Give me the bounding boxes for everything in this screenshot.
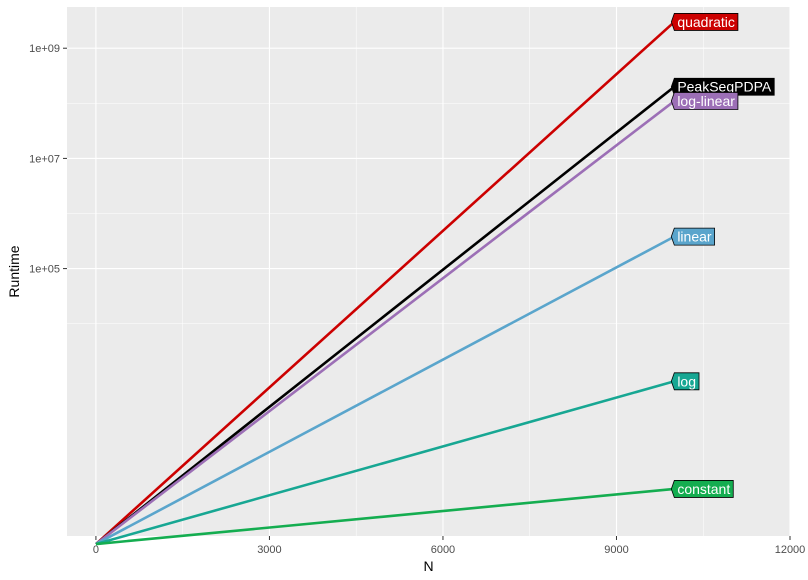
y-tick-label: 1e+05 bbox=[29, 264, 60, 276]
series-line-log-linear bbox=[95, 99, 676, 546]
x-axis-title: N bbox=[423, 558, 433, 574]
series-lines bbox=[95, 20, 676, 546]
plot-panel bbox=[67, 7, 790, 536]
x-axis: 0 3000 6000 9000 12000 bbox=[93, 536, 805, 556]
series-label-log: log bbox=[670, 372, 700, 391]
x-tick-label: 0 bbox=[93, 544, 99, 556]
series-label-box bbox=[670, 13, 739, 31]
series-label-quadratic: quadratic bbox=[670, 13, 739, 31]
series-label-text: linear bbox=[677, 229, 712, 245]
x-tick-label: 6000 bbox=[431, 544, 455, 556]
series-label-text: log-linear bbox=[677, 93, 735, 109]
series-label-box bbox=[670, 227, 715, 246]
x-tick-label: 9000 bbox=[604, 544, 628, 556]
series-label-box bbox=[670, 480, 734, 498]
series-label-linear: linear bbox=[670, 227, 715, 246]
series-line-quadratic bbox=[95, 20, 676, 546]
y-tick-label: 1e+07 bbox=[29, 153, 60, 165]
series-label-text: log bbox=[677, 373, 696, 389]
series-label-text: constant bbox=[677, 481, 730, 497]
x-tick-label: 12000 bbox=[775, 544, 806, 556]
series-line-linear bbox=[95, 235, 675, 546]
series-label-text: quadratic bbox=[677, 14, 735, 30]
series-label-log-linear: log-linear bbox=[670, 92, 739, 110]
y-axis-title: Runtime bbox=[6, 245, 22, 297]
major-gridlines bbox=[67, 7, 791, 536]
x-tick-label: 3000 bbox=[257, 544, 281, 556]
series-label-box bbox=[670, 372, 700, 391]
series-line-log bbox=[95, 380, 675, 546]
y-tick-label: 1e+09 bbox=[29, 43, 60, 55]
series-line-PeakSegPDPA bbox=[95, 85, 676, 546]
series-label-box bbox=[670, 92, 739, 110]
series-label-text: PeakSegPDPA bbox=[677, 79, 772, 95]
series-line-constant bbox=[95, 487, 675, 546]
series-label-constant: constant bbox=[670, 480, 734, 498]
y-axis: 1e+05 1e+07 1e+09 bbox=[29, 43, 67, 276]
series-label-PeakSegPDPA: PeakSegPDPA bbox=[670, 77, 775, 96]
